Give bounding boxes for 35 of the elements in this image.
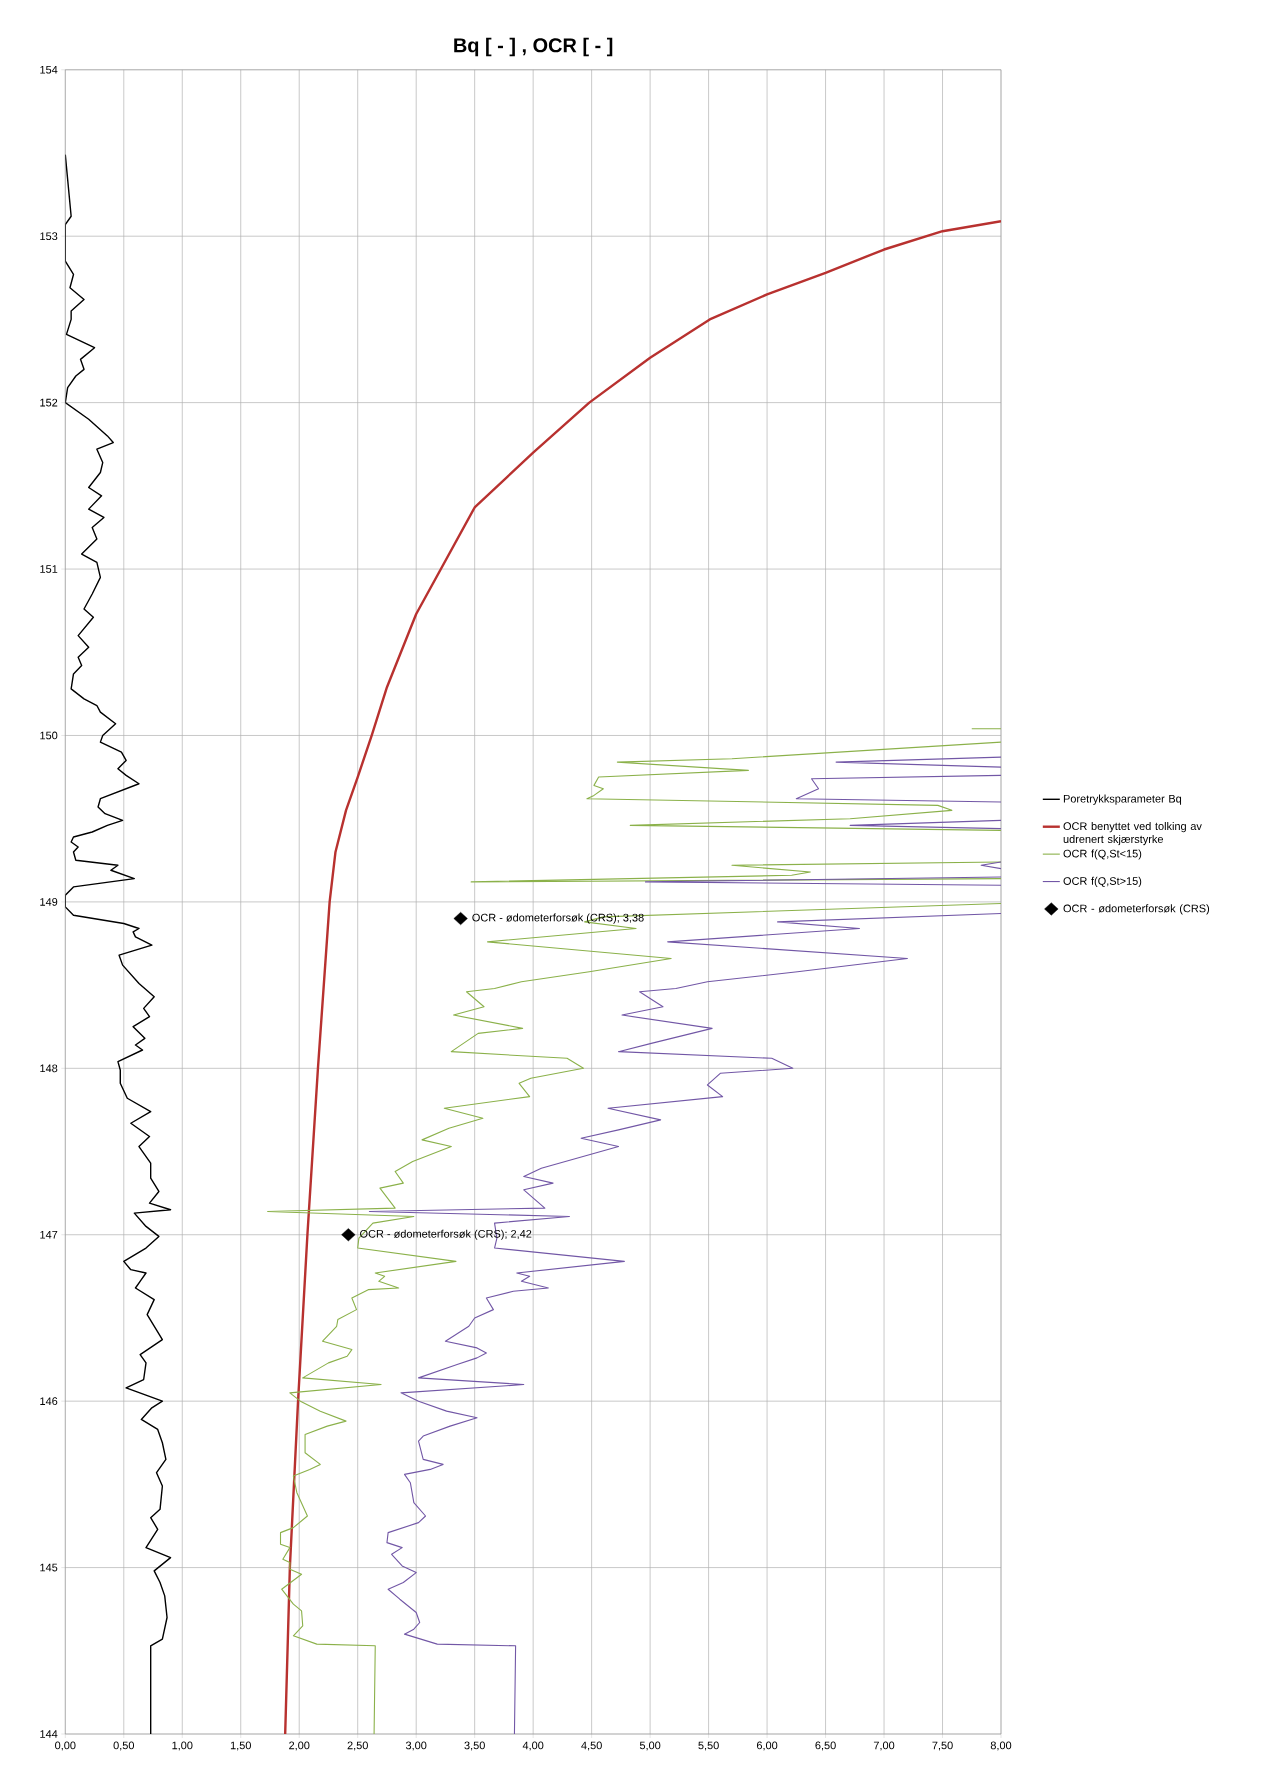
x-tick-label: 3,50 bbox=[464, 1741, 485, 1751]
x-tick-label: 7,00 bbox=[873, 1741, 895, 1751]
line-series bbox=[283, 220, 1001, 1734]
y-tick-label: 148 bbox=[40, 1064, 58, 1073]
legend-label: OCR f(Q,St<15) bbox=[1063, 849, 1142, 860]
x-tick-label: 0,50 bbox=[113, 1741, 135, 1751]
legend-label: OCR f(Q,St>15) bbox=[1063, 876, 1142, 888]
x-tick-label: 6,00 bbox=[756, 1741, 778, 1751]
x-tick-label: 5,00 bbox=[639, 1741, 661, 1751]
legend-label: OCR benyttet ved tolking av udrenert skjærstyrke bbox=[1063, 821, 1202, 846]
x-tick-label: 3,00 bbox=[405, 1741, 427, 1751]
x-tick-label: 8,00 bbox=[990, 1741, 1012, 1751]
x-tick-label: 1,00 bbox=[172, 1741, 193, 1751]
x-tick-label: 7,50 bbox=[932, 1741, 953, 1751]
y-tick-label: 151 bbox=[40, 565, 58, 573]
x-tick-label: 6,50 bbox=[815, 1741, 836, 1751]
y-tick-label: 152 bbox=[40, 398, 58, 407]
x-tick-label: 4,50 bbox=[581, 1741, 602, 1751]
legend-label: Poretrykksparameter Bq bbox=[1063, 794, 1182, 805]
x-tick-label: 0,00 bbox=[55, 1741, 76, 1751]
y-tick-label: 145 bbox=[40, 1563, 58, 1572]
x-tick-label: 1,50 bbox=[230, 1741, 251, 1751]
chart-title: Bq [ - ] , OCR [ - ] bbox=[454, 37, 613, 57]
x-tick-label: 2,50 bbox=[347, 1741, 368, 1751]
y-tick-label: 146 bbox=[40, 1397, 58, 1406]
y-tick-label: 154 bbox=[40, 65, 58, 74]
y-tick-label: 153 bbox=[40, 232, 58, 241]
y-tick-label: 150 bbox=[40, 731, 58, 740]
legend-label: OCR - ødometerforsøk (CRS) bbox=[1063, 904, 1210, 915]
x-tick-label: 5,50 bbox=[698, 1741, 719, 1751]
y-tick-label: 149 bbox=[40, 898, 58, 906]
x-tick-label: 2,00 bbox=[289, 1741, 310, 1751]
y-tick-label: 144 bbox=[40, 1730, 58, 1738]
y-tick-label: 147 bbox=[40, 1230, 58, 1239]
x-tick-label: 4,00 bbox=[522, 1741, 544, 1751]
